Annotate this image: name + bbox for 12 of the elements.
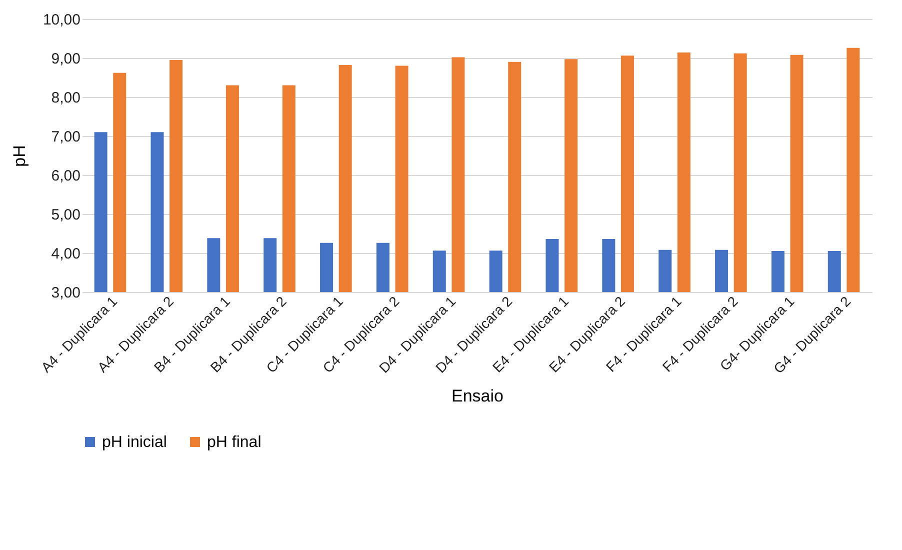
y-tick-label: 5,00 bbox=[51, 206, 80, 224]
y-tick-label: 7,00 bbox=[51, 128, 80, 146]
y-tick-label: 10,00 bbox=[42, 12, 80, 28]
legend-label: pH final bbox=[207, 434, 262, 451]
y-tick-label: 6,00 bbox=[51, 168, 80, 184]
y-tick-label: 4,00 bbox=[51, 246, 80, 262]
legend-label: pH inicial bbox=[102, 434, 167, 451]
y-tick-label: 8,00 bbox=[51, 90, 80, 106]
y-axis-title: pH bbox=[10, 145, 29, 167]
y-tick-label: 3,00 bbox=[51, 284, 80, 302]
x-axis-title: Ensaio bbox=[452, 386, 504, 406]
y-tick-label: 9,00 bbox=[51, 50, 80, 68]
